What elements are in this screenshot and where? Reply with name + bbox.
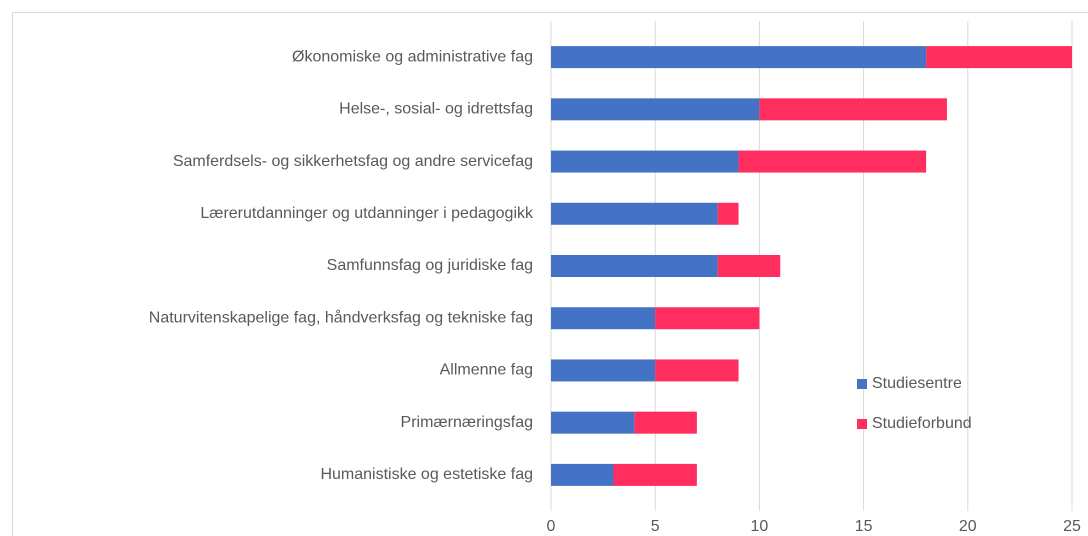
y-tick-label: Naturvitenskapelige fag, håndverksfag og…: [149, 308, 533, 326]
y-tick-label: Samferdsels- og sikkerhetsfag og andre s…: [173, 153, 533, 170]
bar: [926, 46, 1072, 69]
y-tick-label: Allmenne fag: [440, 362, 533, 379]
bar: [717, 202, 739, 225]
chart-border: [12, 12, 1088, 536]
x-tick-label: 15: [855, 518, 873, 535]
bar: [655, 359, 739, 382]
bar: [551, 46, 927, 69]
x-tick-label: 5: [651, 518, 660, 535]
y-tick-label: Primærnæringsfag: [401, 414, 533, 431]
x-tick-label: 10: [751, 518, 769, 535]
bar: [551, 98, 760, 121]
bar: [551, 202, 718, 225]
bar: [613, 463, 697, 486]
legend-label: Studiesentre: [872, 375, 962, 392]
bar: [551, 307, 656, 330]
bar: [551, 150, 739, 173]
y-tick-label: Lærerutdanninger og utdanninger i pedago…: [200, 205, 534, 222]
bar: [551, 255, 718, 277]
legend-label: Studieforbund: [872, 415, 972, 432]
bar: [551, 463, 614, 486]
bar: [655, 307, 760, 330]
bar: [551, 411, 635, 434]
legend-swatch: [857, 379, 867, 389]
y-tick-label: Helse-, sosial- og idrettsfag: [339, 101, 533, 118]
x-tick-label: 20: [959, 518, 977, 535]
bar: [759, 98, 947, 121]
bar: [738, 150, 927, 173]
bar: [634, 411, 697, 434]
bar: [551, 359, 656, 382]
y-tick-label: Humanistiske og estetiske fag: [320, 466, 533, 483]
y-tick-label: Samfunnsfag og juridiske fag: [327, 257, 533, 274]
legend-swatch: [857, 419, 867, 429]
x-tick-label: 0: [547, 518, 556, 535]
bar: [717, 255, 781, 277]
y-tick-label: Økonomiske og administrative fag: [292, 48, 533, 65]
x-tick-label: 25: [1063, 518, 1081, 535]
